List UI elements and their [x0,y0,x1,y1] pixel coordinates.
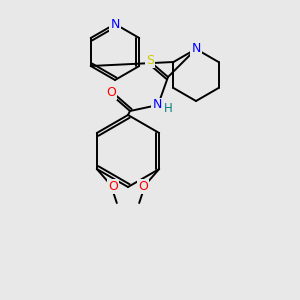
Text: N: N [152,98,162,112]
Text: O: O [106,85,116,98]
Text: O: O [138,179,148,193]
Text: N: N [191,43,201,56]
Text: H: H [164,101,172,115]
Text: N: N [110,17,120,31]
Text: O: O [108,179,118,193]
Text: S: S [146,53,154,67]
